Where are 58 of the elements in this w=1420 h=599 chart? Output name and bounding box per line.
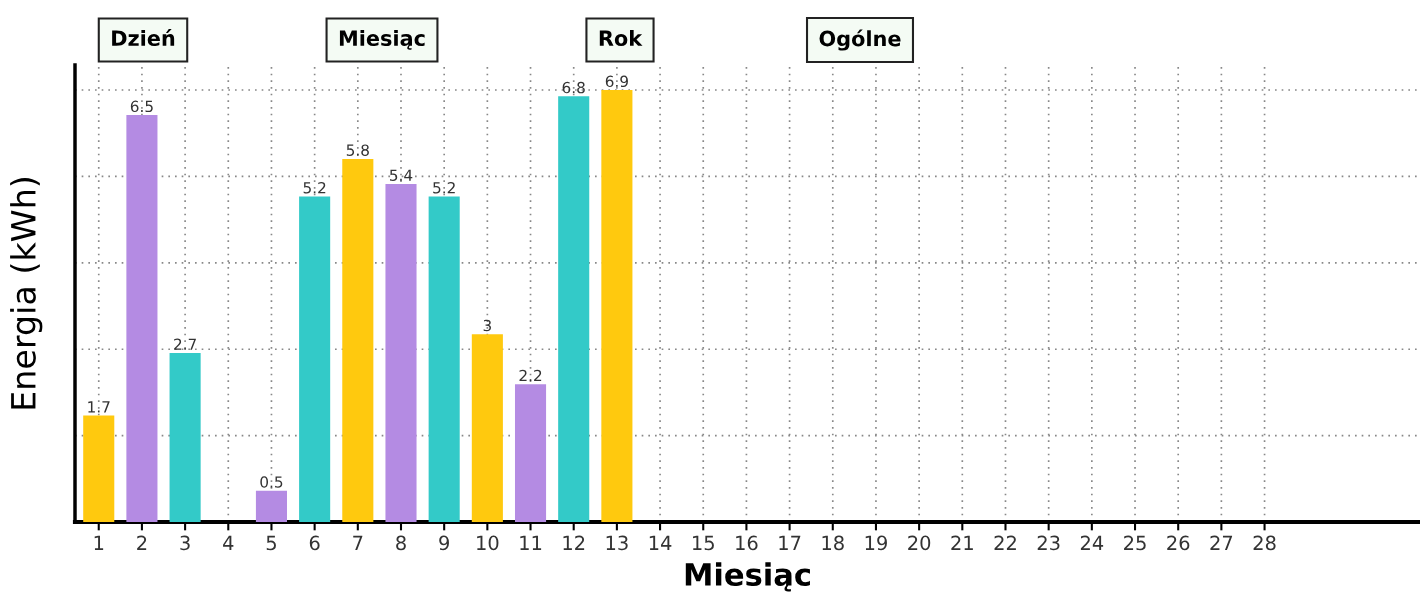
x-tick-label: 24 xyxy=(1080,535,1104,550)
x-axis-title: Miesiąc xyxy=(685,562,810,592)
y-axis-title: Energia (kWh) xyxy=(10,178,43,409)
x-tick-label: 28 xyxy=(1253,535,1276,551)
bar xyxy=(514,384,547,522)
x-tick-label: 23 xyxy=(1037,535,1060,551)
x-tick-label: 9 xyxy=(439,535,449,551)
bar xyxy=(471,334,503,522)
x-tick-label: 4 xyxy=(223,535,234,550)
x-tick-label: 15 xyxy=(693,535,714,551)
bar xyxy=(558,96,590,522)
text: Ogólne xyxy=(819,29,901,51)
x-tick-label: 26 xyxy=(1167,535,1190,551)
text: Miesiąc xyxy=(339,29,425,50)
x-tick-label: 20 xyxy=(908,535,931,551)
x-tick-label: 10 xyxy=(477,535,499,551)
data-label: 6.9 xyxy=(605,75,628,88)
x-tick-label: 7 xyxy=(353,535,363,550)
bar xyxy=(385,183,417,522)
data-label: 5.2 xyxy=(433,181,455,194)
bar xyxy=(601,90,633,522)
x-tick-label: 17 xyxy=(779,535,801,550)
text: Rok xyxy=(599,29,643,47)
data-label: 5.4 xyxy=(390,169,413,181)
x-tick-label: 13 xyxy=(606,535,628,551)
x-tick-label: 18 xyxy=(822,535,844,551)
data-label: 6.8 xyxy=(562,81,585,94)
x-tick-label: 12 xyxy=(563,535,585,550)
x-tick-label: 3 xyxy=(180,535,190,551)
bar xyxy=(169,352,201,522)
x-tick-label: 14 xyxy=(649,535,672,550)
data-label: 1.7 xyxy=(88,401,110,413)
x-tick-label: 6 xyxy=(309,535,320,551)
data-label: 2.7 xyxy=(174,338,196,350)
x-tick-label: 11 xyxy=(520,535,542,550)
x-tick-label: 1 xyxy=(94,535,104,550)
text: Dzień xyxy=(112,29,175,47)
data-label: 0.5 xyxy=(260,476,283,488)
data-label: 5.8 xyxy=(346,144,369,156)
bar xyxy=(83,415,115,522)
bar xyxy=(342,158,374,522)
x-tick-label: 19 xyxy=(865,535,887,551)
bar xyxy=(428,196,460,522)
data-label: 6.5 xyxy=(130,100,153,113)
x-tick-label: 22 xyxy=(994,535,1016,550)
x-tick-label: 16 xyxy=(736,535,758,551)
x-tick-label: 25 xyxy=(1124,535,1146,551)
data-label: 3 xyxy=(483,319,491,332)
x-tick-label: 2 xyxy=(137,535,147,550)
bar xyxy=(255,490,287,522)
x-tick-label: 21 xyxy=(951,535,973,550)
data-label: 5.2 xyxy=(303,181,326,194)
bar xyxy=(299,196,331,522)
data-label: 2.2 xyxy=(519,369,542,382)
x-tick-label: 5 xyxy=(266,535,276,551)
bar xyxy=(126,115,158,522)
x-tick-label: 8 xyxy=(396,535,406,551)
x-tick-label: 27 xyxy=(1210,535,1233,550)
